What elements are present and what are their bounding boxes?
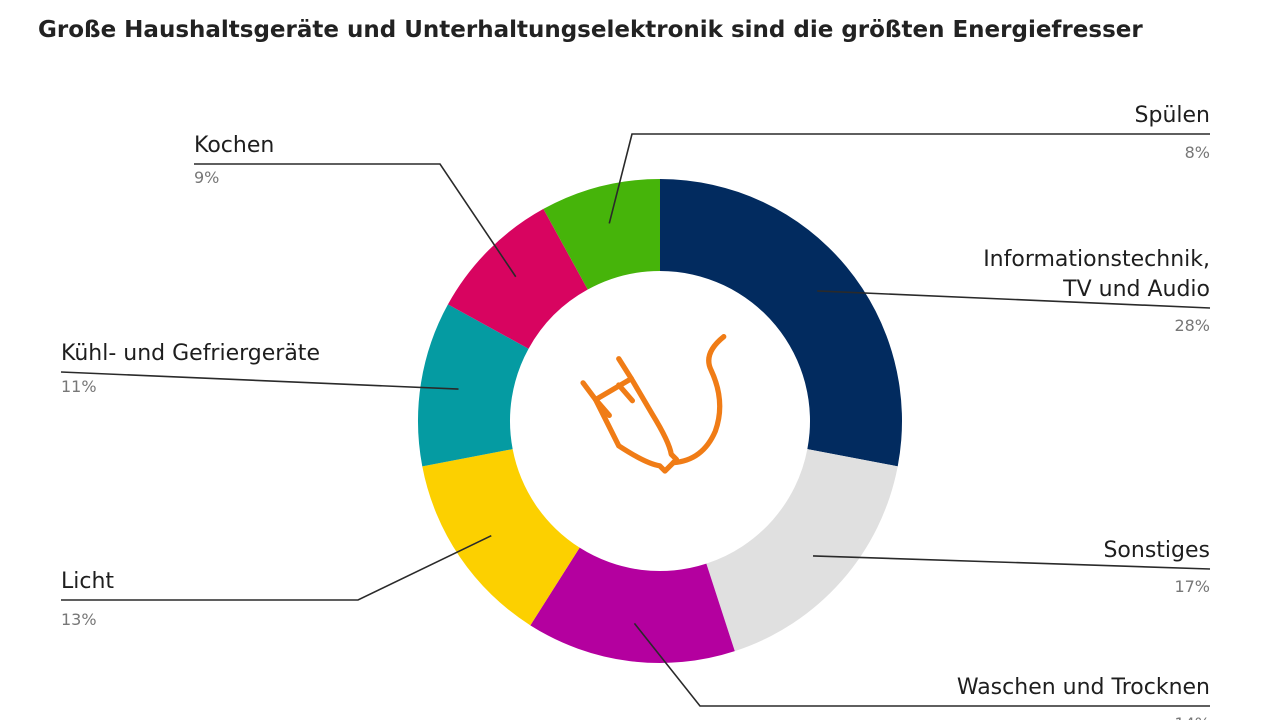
leader-line-licht: [61, 534, 492, 601]
leader-line-sonstiges: [812, 555, 1211, 570]
slice-info: [660, 179, 902, 467]
leader-line-waschen: [633, 622, 1210, 707]
value-label-waschen: 14%: [1174, 714, 1210, 720]
leader-lines: [60, 133, 1211, 707]
value-label-kuehl: 11%: [61, 377, 97, 396]
value-label-info: 28%: [1174, 316, 1210, 335]
slice-kochen: [447, 208, 588, 349]
slice-waschen: [530, 547, 735, 663]
label-licht: Licht: [61, 569, 114, 594]
donut-slices: [418, 179, 902, 663]
slice-kuehl: [418, 304, 529, 467]
label-kuehl: Kühl- und Gefriergeräte: [61, 341, 320, 366]
leader-line-kuehl: [60, 371, 459, 390]
value-label-spuelen: 8%: [1185, 143, 1210, 162]
label-spuelen: Spülen: [1135, 103, 1210, 128]
leader-line-spuelen: [608, 133, 1210, 224]
value-label-kochen: 9%: [194, 168, 219, 187]
label-waschen: Waschen und Trocknen: [957, 675, 1210, 700]
slice-sonstiges: [706, 449, 898, 652]
slice-spuelen: [543, 179, 660, 290]
value-label-sonstiges: 17%: [1174, 577, 1210, 596]
label-kochen: Kochen: [194, 133, 274, 158]
slice-licht: [422, 449, 580, 626]
label-info-line-2: TV und Audio: [1062, 277, 1210, 302]
leader-line-kochen: [194, 163, 517, 278]
label-sonstiges: Sonstiges: [1103, 538, 1210, 563]
power-plug-icon: [580, 334, 727, 474]
leader-line-info: [817, 290, 1211, 309]
slice-labels: Informationstechnik, TV und Audio 28% Sonst…: [61, 103, 1210, 720]
label-info-line-1: Informationstechnik,: [983, 247, 1210, 272]
value-label-licht: 13%: [61, 610, 97, 629]
chart-title: Große Haushaltsgeräte und Unterhaltungse…: [38, 17, 1143, 43]
